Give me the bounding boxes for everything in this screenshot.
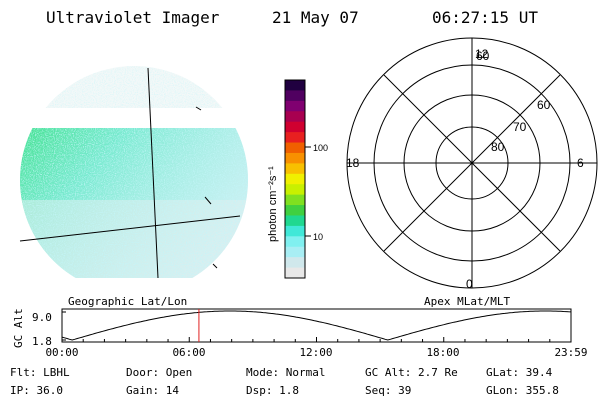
mlt-label-0: 0 [466,277,473,291]
x-tick-1800: 18:00 [426,346,459,359]
colorbar-segment [285,80,305,91]
x-tick-0000: 00:00 [45,346,78,359]
seq-info: Seq: 39 [365,384,412,397]
colorbar-segment [285,163,305,175]
instrument-title: Ultraviolet Imager [46,8,220,27]
colorbar-segment [285,236,305,248]
dsp-info: Dsp: 1.8 [246,384,299,397]
lat-label-60: 60 [476,49,490,63]
filter-info: Flt: LBHL [10,366,70,379]
lat-label-80: 80 [491,140,505,154]
colorbar-segment [285,90,305,102]
colorbar-segment [285,257,305,269]
mlt-label-18: 18 [346,156,360,170]
glat-info: GLat: 39.4 [486,366,553,379]
door-info: Door: Open [126,366,193,379]
x-tick-0600: 06:00 [172,346,205,359]
longitude-grid-line [147,67,159,279]
polar-mlt-plot [346,37,598,289]
gain-info: Gain: 14 [126,384,179,397]
x-tick-1200: 12:00 [299,346,332,359]
colorbar-segment [285,142,305,154]
latitude-grid-line [19,215,241,242]
x-tick-2359: 23:59 [554,346,587,359]
uv-image-disk [19,66,248,279]
colorbar-segment [285,111,305,123]
gc-altitude-curve [61,310,572,341]
gc-alt-info: GC Alt: 2.7 Re [365,366,458,379]
colorbar-segment [285,246,305,258]
colorbar-segment [285,194,305,206]
colorbar: 100 10 photon cm⁻²s⁻¹ [267,79,328,279]
gc-altitude-timeline: Geographic Lat/Lon Apex MLat/MLT GC Alt … [12,295,588,359]
colorbar-segment [285,205,305,216]
lat-label-60-ring: 60 [537,98,551,112]
colorbar-segment [285,121,305,133]
colorbar-segment [285,132,305,144]
colorbar-segment [285,267,305,279]
lat-label-70: 70 [513,120,527,134]
mlt-label-6: 6 [577,156,584,170]
colorbar-segment [285,100,305,112]
ip-info: IP: 36.0 [10,384,63,397]
timeline-right-label: Apex MLat/MLT [424,295,510,308]
colorbar-tick-100: 100 [313,143,328,153]
colorbar-units-label: photon cm⁻²s⁻¹ [267,166,279,242]
colorbar-segment [285,184,305,196]
colorbar-segment [285,225,305,237]
mlt-label-12: 12 [475,47,489,61]
y-tick-1.8: 1.8 [32,335,52,348]
colorbar-segment [285,152,305,164]
observation-date: 21 May 07 [272,8,359,27]
colorbar-tick-10: 10 [313,232,323,242]
y-tick-9: 9.0 [32,311,52,324]
glon-info: GLon: 355.8 [486,384,559,397]
observation-time: 06:27:15 UT [432,8,538,27]
colorbar-segment [285,215,305,227]
timeline-left-label: Geographic Lat/Lon [68,295,187,308]
colorbar-segment [285,173,305,185]
mode-info: Mode: Normal [246,366,326,379]
timeline-axis-label: GC Alt [12,308,25,348]
